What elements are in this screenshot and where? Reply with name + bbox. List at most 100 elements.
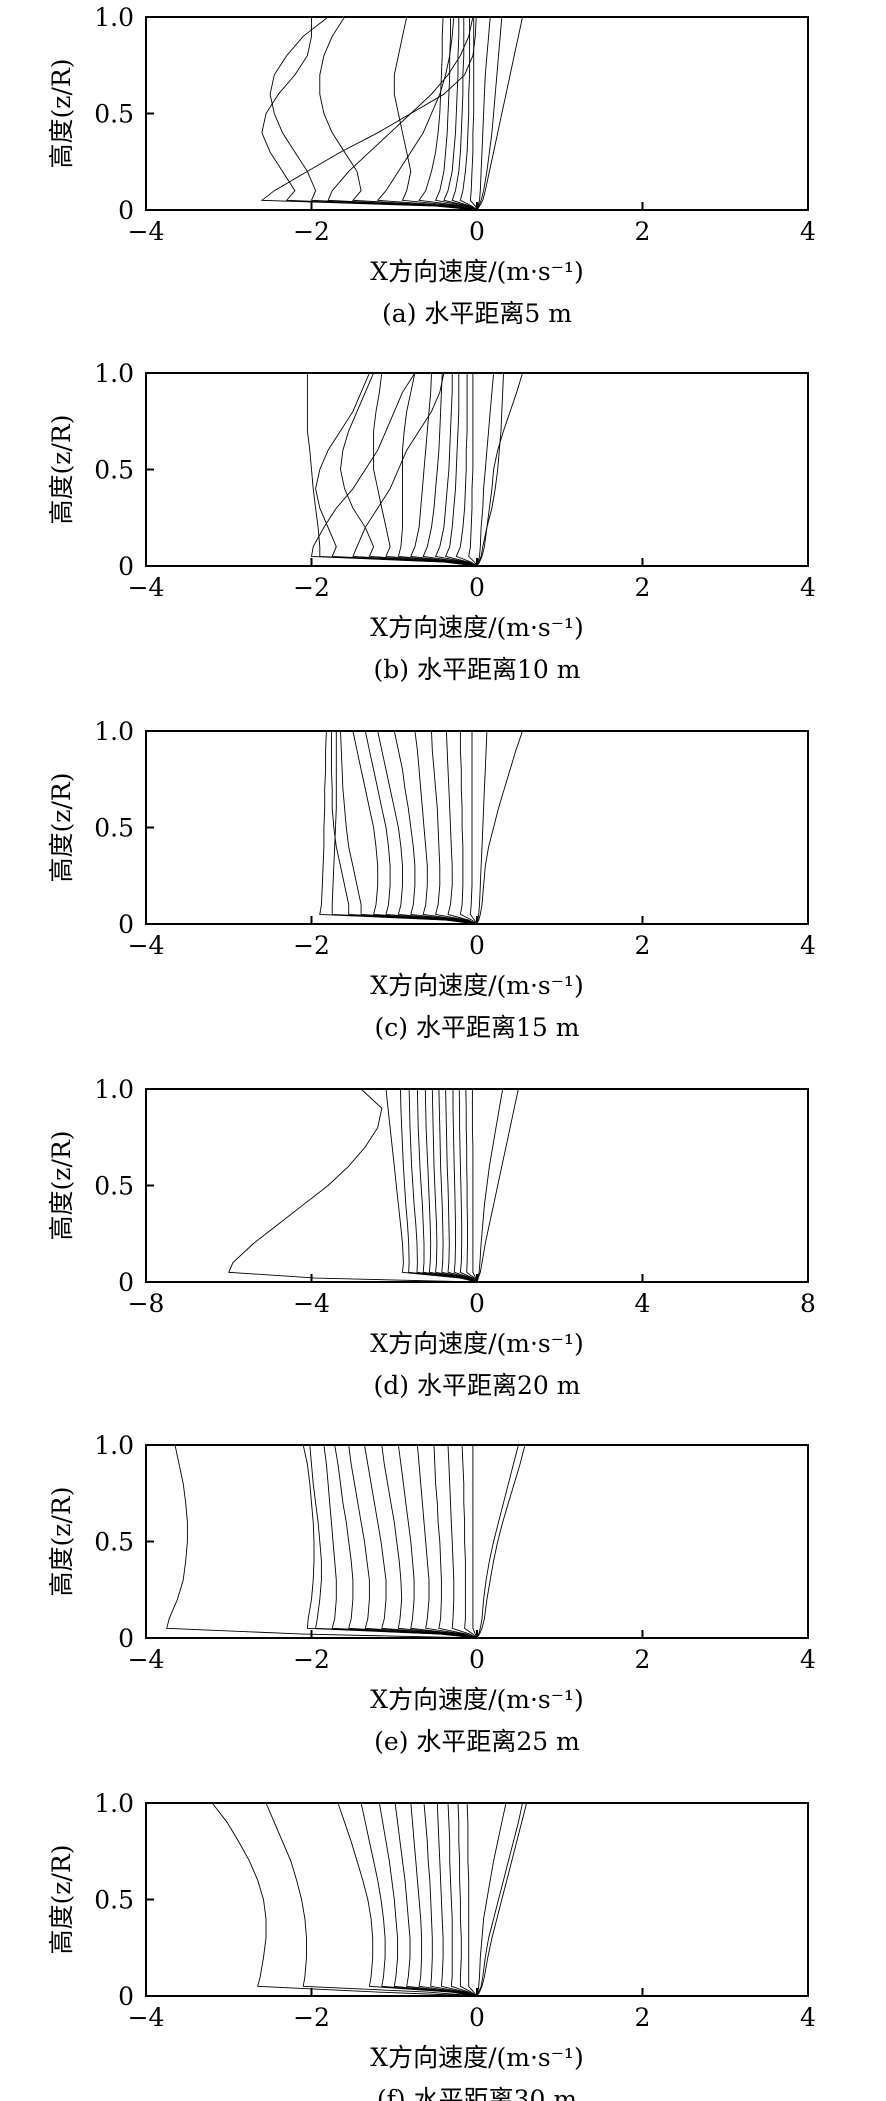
series-line-4 [323, 1444, 478, 1639]
series-line-16 [476, 372, 523, 567]
series-group [228, 1088, 519, 1283]
series-line-8 [423, 1802, 478, 1997]
x-tick-label: 0 [469, 573, 485, 602]
x-tick-label: 2 [635, 1645, 651, 1674]
series-line-12 [447, 1444, 478, 1639]
x-tick-label: 4 [635, 1289, 651, 1318]
x-axis-label: X方向速度/(m·s⁻¹) [370, 2043, 583, 2072]
series-line-7 [393, 16, 478, 211]
series-group [306, 372, 523, 567]
series-line-4 [360, 1802, 478, 1997]
series-line-4 [340, 730, 478, 925]
series-group [260, 16, 523, 211]
series-line-10 [443, 17, 478, 211]
y-tick-label: 0.5 [94, 814, 134, 843]
series-line-10 [416, 1444, 478, 1639]
x-axis-label: X方向速度/(m·s⁻¹) [370, 613, 583, 642]
series-line-14 [476, 1088, 504, 1283]
panel-caption: (c) 水平距离15 m [375, 1013, 580, 1042]
series-line-11 [445, 730, 478, 925]
x-tick-label: 2 [635, 573, 651, 602]
chart-panel-2: −4 −2 0 2 4 0 0.5 1.0 高度(z/R) X方向速度/(m·s⁻¹) (b) 水平… [47, 359, 816, 684]
x-tick-label: −2 [293, 573, 330, 602]
series-line-2 [331, 731, 478, 925]
y-tick-label: 0 [118, 1982, 134, 2011]
series-line-13 [476, 1802, 507, 1997]
x-tick-label: 0 [469, 1645, 485, 1674]
series-line-2 [385, 1088, 478, 1283]
x-tick-label: 4 [800, 573, 816, 602]
series-line-11 [433, 1444, 478, 1639]
series-line-7 [364, 1444, 478, 1639]
y-tick-label: 1.0 [94, 359, 134, 388]
series-line-2 [265, 1802, 478, 1997]
y-tick-label: 0.5 [94, 1172, 134, 1201]
series-line-10 [434, 373, 478, 567]
series-line-13 [471, 1089, 478, 1283]
series-line-1 [166, 1444, 478, 1639]
x-tick-label: 0 [469, 931, 485, 960]
panel-caption: (e) 水平距离25 m [374, 1727, 580, 1756]
series-line-8 [381, 1444, 478, 1639]
y-axis-label: 高度(z/R) [47, 1131, 76, 1241]
series-line-13 [469, 17, 478, 211]
x-axis-label: X方向速度/(m·s⁻¹) [370, 1329, 583, 1358]
series-line-3 [337, 1802, 478, 1997]
series-line-9 [445, 1088, 478, 1283]
series-line-8 [410, 372, 478, 567]
y-tick-label: 0 [118, 1624, 134, 1653]
series-line-14 [476, 16, 491, 211]
x-tick-label: −4 [128, 2003, 165, 2032]
series-line-1 [211, 1802, 478, 1997]
series-line-3 [315, 372, 478, 567]
series-line-12 [459, 17, 478, 211]
panel-caption: (b) 水平距离10 m [374, 655, 581, 684]
series-line-3 [330, 731, 478, 925]
y-tick-label: 0.5 [94, 456, 134, 485]
series-group [319, 730, 523, 925]
series-line-1 [319, 730, 478, 925]
series-line-12 [465, 1088, 478, 1283]
x-tick-label: 0 [469, 1289, 485, 1318]
y-tick-label: 0.5 [94, 100, 134, 129]
x-tick-label: −8 [128, 1289, 165, 1318]
y-tick-label: 1.0 [94, 717, 134, 746]
y-tick-label: 0 [118, 1268, 134, 1297]
series-line-9 [414, 730, 478, 925]
series-group [166, 1444, 526, 1639]
series-line-9 [422, 372, 478, 567]
chart-panel-4: −8 −4 0 4 8 0 0.5 1.0 高度(z/R) X方向速度/(m·s⁻¹) (d) 水平… [47, 1075, 816, 1400]
y-axis-label: 高度(z/R) [47, 415, 76, 525]
x-tick-label: 4 [800, 217, 816, 246]
series-line-9 [436, 1802, 478, 1997]
series-line-11 [444, 373, 478, 567]
series-line-13 [461, 1444, 478, 1639]
x-axis-label: X方向速度/(m·s⁻¹) [370, 1685, 583, 1714]
x-tick-label: −4 [128, 1645, 165, 1674]
y-axis-label: 高度(z/R) [47, 1845, 76, 1955]
x-tick-label: 4 [800, 2003, 816, 2032]
series-line-11 [457, 1802, 478, 1997]
series-line-7 [377, 730, 478, 925]
series-line-4 [352, 372, 478, 567]
series-line-8 [438, 1088, 478, 1283]
series-line-15 [476, 372, 504, 567]
series-line-2 [261, 17, 478, 211]
y-tick-label: 1.0 [94, 1789, 134, 1818]
x-axis-label: X方向速度/(m·s⁻¹) [370, 971, 583, 1000]
series-line-1 [310, 372, 478, 567]
series-line-11 [458, 1088, 478, 1283]
series-line-15 [476, 1088, 519, 1283]
series-line-5 [416, 1088, 478, 1283]
x-tick-label: −4 [128, 573, 165, 602]
y-tick-label: 1.0 [94, 1075, 134, 1104]
series-line-6 [394, 1802, 478, 1997]
y-axis-label: 高度(z/R) [47, 773, 76, 883]
series-line-14 [476, 730, 488, 925]
series-line-9 [434, 17, 478, 211]
y-axis-label: 高度(z/R) [47, 59, 76, 169]
y-tick-label: 1.0 [94, 3, 134, 32]
plot-frame [145, 1088, 809, 1283]
series-line-13 [469, 731, 478, 925]
